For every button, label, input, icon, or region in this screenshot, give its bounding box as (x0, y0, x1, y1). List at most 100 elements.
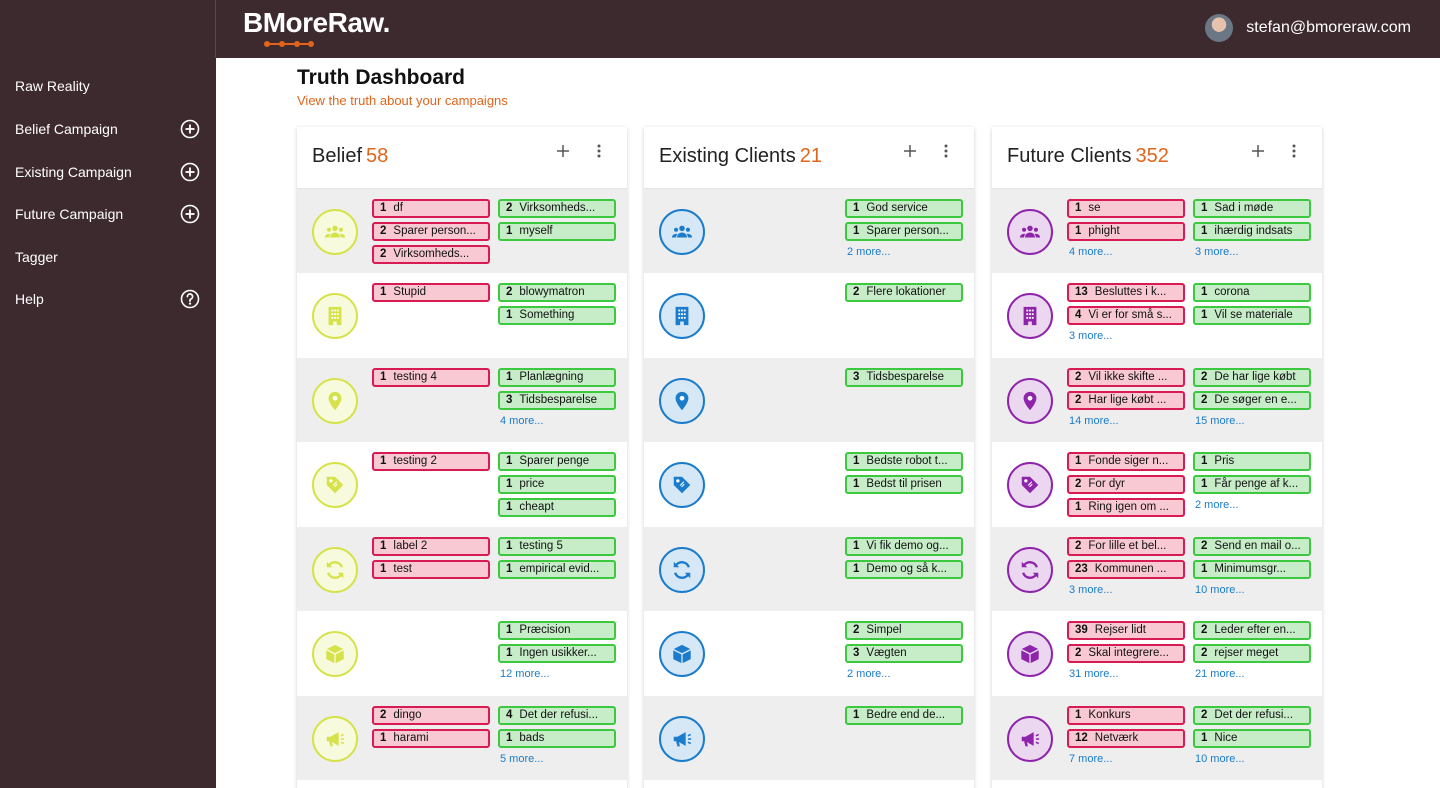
more-link[interactable]: 7 more... (1069, 753, 1113, 765)
positive-tag[interactable]: 1 Vil se materiale (1193, 306, 1311, 325)
positive-tag[interactable]: 4 Det der refusi... (498, 706, 616, 725)
negative-tag[interactable]: 23 Kommunen ... (1067, 560, 1185, 579)
positive-tag[interactable]: 1 Bedste robot t... (845, 452, 963, 471)
more-link[interactable]: 2 more... (1195, 499, 1239, 511)
plus-circle-icon[interactable] (180, 162, 200, 182)
add-icon[interactable] (902, 143, 918, 159)
positive-tag[interactable]: 1 Sparer penge (498, 452, 616, 471)
negative-tag[interactable]: 1 testing 2 (372, 452, 490, 471)
user-menu[interactable]: stefan@bmoreraw.com (1205, 14, 1411, 42)
positive-tag[interactable]: 1 Præcision (498, 621, 616, 640)
positive-tag[interactable]: 2 Det der refusi... (1193, 706, 1311, 725)
negative-tag[interactable]: 1 Ring igen om ... (1067, 498, 1185, 517)
negative-tag[interactable]: 4 Vi er for små s... (1067, 306, 1185, 325)
positive-tag[interactable]: 1 God service (845, 199, 963, 218)
positive-tag[interactable]: 1 Nice (1193, 729, 1311, 748)
negative-tag[interactable]: 1 label 2 (372, 537, 490, 556)
positive-tag[interactable]: 1 corona (1193, 283, 1311, 302)
positive-tag[interactable]: 3 Tidsbesparelse (845, 368, 963, 387)
negative-tag[interactable]: 1 Konkurs (1067, 706, 1185, 725)
more-vertical-icon[interactable] (938, 143, 954, 159)
positive-tag[interactable]: 1 myself (498, 222, 616, 241)
positive-tag[interactable]: 3 Vægten (845, 644, 963, 663)
add-icon[interactable] (1250, 143, 1266, 159)
positive-tag[interactable]: 1 cheapt (498, 498, 616, 517)
negative-tag[interactable]: 2 Virksomheds... (372, 245, 490, 264)
help-circle-icon[interactable] (180, 289, 200, 309)
negative-tag[interactable]: 1 df (372, 199, 490, 218)
sidebar-item-existing-campaign[interactable]: Existing Campaign (0, 151, 216, 193)
more-link[interactable]: 15 more... (1195, 415, 1245, 427)
brand-logo[interactable]: BMoreRaw. (243, 6, 390, 52)
positive-tag[interactable]: 1 Vi fik demo og... (845, 537, 963, 556)
positive-tag[interactable]: 2 De søger en e... (1193, 391, 1311, 410)
negative-tag[interactable]: 1 Stupid (372, 283, 490, 302)
negative-tag[interactable]: 2 Har lige købt ... (1067, 391, 1185, 410)
positive-tag[interactable]: 1 Bedre end de... (845, 706, 963, 725)
negative-tag[interactable]: 1 Fonde siger n... (1067, 452, 1185, 471)
positive-tag[interactable]: 1 Sad i møde (1193, 199, 1311, 218)
sidebar-item-belief-campaign[interactable]: Belief Campaign (0, 108, 216, 150)
negative-tag[interactable]: 1 phight (1067, 222, 1185, 241)
negative-tag[interactable]: 12 Netværk (1067, 729, 1185, 748)
positive-tag[interactable]: 3 Tidsbesparelse (498, 391, 616, 410)
positive-tag[interactable]: 1 Ingen usikker... (498, 644, 616, 663)
negative-tag[interactable]: 2 For lille et bel... (1067, 537, 1185, 556)
more-link[interactable]: 10 more... (1195, 753, 1245, 765)
positive-tag[interactable]: 1 empirical evid... (498, 560, 616, 579)
positive-tag[interactable]: 1 Pris (1193, 452, 1311, 471)
negative-tag[interactable]: 2 For dyr (1067, 475, 1185, 494)
more-link[interactable]: 3 more... (1069, 584, 1113, 596)
positive-tag[interactable]: 2 rejser meget (1193, 644, 1311, 663)
sidebar-item-raw-reality[interactable]: Raw Reality (0, 65, 216, 107)
positive-tag[interactable]: 2 Flere lokationer (845, 283, 963, 302)
plus-circle-icon[interactable] (180, 204, 200, 224)
sidebar-item-future-campaign[interactable]: Future Campaign (0, 193, 216, 235)
plus-circle-icon[interactable] (180, 119, 200, 139)
more-link[interactable]: 10 more... (1195, 584, 1245, 596)
sidebar-item-help[interactable]: Help (0, 278, 216, 320)
more-link[interactable]: 2 more... (847, 246, 891, 258)
negative-tag[interactable]: 39 Rejser lidt (1067, 621, 1185, 640)
positive-tag[interactable]: 1 ihærdig indsats (1193, 222, 1311, 241)
positive-tag[interactable]: 2 De har lige købt (1193, 368, 1311, 387)
positive-tag[interactable]: 1 testing 5 (498, 537, 616, 556)
negative-tag[interactable]: 2 Sparer person... (372, 222, 490, 241)
positive-tag[interactable]: 1 price (498, 475, 616, 494)
positive-tag[interactable]: 1 Demo og så k... (845, 560, 963, 579)
positive-tag[interactable]: 2 Simpel (845, 621, 963, 640)
avatar[interactable] (1205, 14, 1234, 42)
more-link[interactable]: 4 more... (500, 415, 544, 427)
more-link[interactable]: 3 more... (1195, 246, 1239, 258)
negative-tag[interactable]: 1 test (372, 560, 490, 579)
negative-tag[interactable]: 13 Besluttes i k... (1067, 283, 1185, 302)
more-link[interactable]: 21 more... (1195, 668, 1245, 680)
positive-tag[interactable]: 2 Virksomheds... (498, 199, 616, 218)
positive-tag[interactable]: 2 Leder efter en... (1193, 621, 1311, 640)
more-link[interactable]: 14 more... (1069, 415, 1119, 427)
more-link[interactable]: 4 more... (1069, 246, 1113, 258)
more-vertical-icon[interactable] (1286, 143, 1302, 159)
positive-tag[interactable]: 1 Får penge af k... (1193, 475, 1311, 494)
positive-tag[interactable]: 2 blowymatron (498, 283, 616, 302)
negative-tag[interactable]: 2 Skal integrere... (1067, 644, 1185, 663)
more-link[interactable]: 12 more... (500, 668, 550, 680)
positive-tag[interactable]: 1 Something (498, 306, 616, 325)
more-link[interactable]: 31 more... (1069, 668, 1119, 680)
positive-tag[interactable]: 1 Bedst til prisen (845, 475, 963, 494)
positive-tag[interactable]: 1 Minimumsgr... (1193, 560, 1311, 579)
negative-tag[interactable]: 2 Vil ikke skifte ... (1067, 368, 1185, 387)
more-vertical-icon[interactable] (591, 143, 607, 159)
negative-tag[interactable]: 1 se (1067, 199, 1185, 218)
more-link[interactable]: 2 more... (847, 668, 891, 680)
add-icon[interactable] (555, 143, 571, 159)
more-link[interactable]: 5 more... (500, 753, 544, 765)
negative-tag[interactable]: 1 testing 4 (372, 368, 490, 387)
positive-tag[interactable]: 1 Planlægning (498, 368, 616, 387)
negative-tag[interactable]: 1 harami (372, 729, 490, 748)
more-link[interactable]: 3 more... (1069, 330, 1113, 342)
positive-tag[interactable]: 1 bads (498, 729, 616, 748)
positive-tag[interactable]: 2 Send en mail o... (1193, 537, 1311, 556)
positive-tag[interactable]: 1 Sparer person... (845, 222, 963, 241)
negative-tag[interactable]: 2 dingo (372, 706, 490, 725)
